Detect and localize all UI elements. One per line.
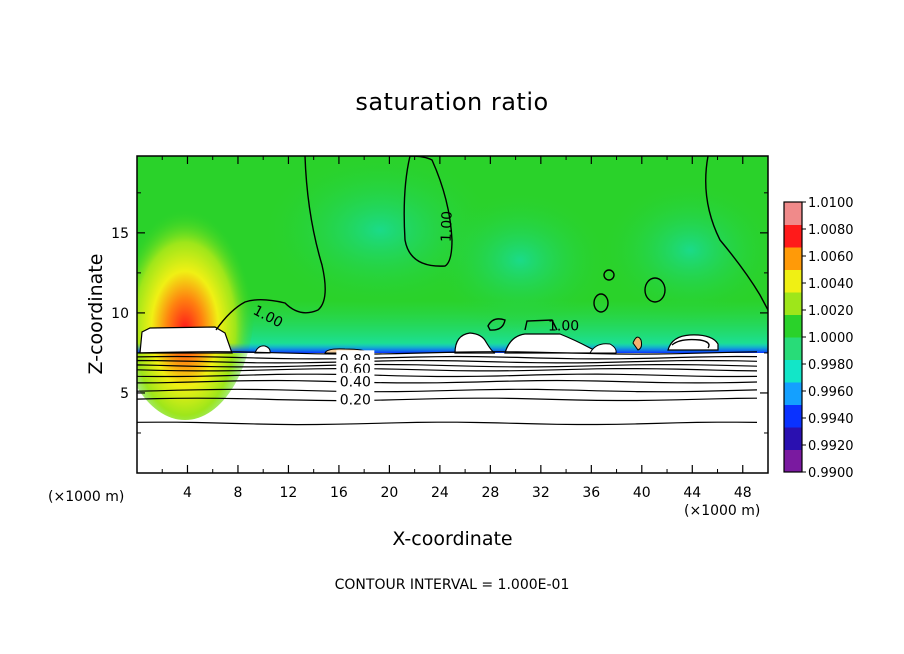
y-tick-label: 10 [111,306,129,322]
x-tick-label: 40 [633,485,651,501]
contour-interval-note: CONTOUR INTERVAL = 1.000E-01 [334,577,570,593]
x-tick-label: 24 [431,485,449,501]
colorbar-swatch [784,427,802,450]
x-tick-label: 20 [380,485,398,501]
colorbar-swatch [784,404,802,428]
contour-lines-1.00 [215,156,768,349]
colorbar-label: 1.0060 [808,250,854,265]
colorbar-label: 1.0000 [808,331,854,346]
colorbar-label: 1.0040 [808,277,854,292]
x-unit-label-right: (×1000 m) [684,503,761,519]
x-axis: 4 8 12 16 20 24 28 32 36 40 44 48 [161,156,752,501]
contour-labels: 1.001.001.000.800.600.400.20 [250,211,579,409]
stratified-contour-line [137,351,758,355]
contour-label-mask [336,390,375,407]
colorbar-label: 1.0100 [808,196,854,211]
x-tick-label: 44 [683,485,701,501]
y-tick-label: 15 [111,226,129,242]
stratified-contours [137,351,758,426]
x-axis-label: X-coordinate [392,528,513,550]
dry-edge-band [137,343,768,353]
x-tick-label: 32 [532,485,550,501]
x-tick-label: 12 [280,485,298,501]
colorbar-label: 1.0080 [808,223,854,238]
stratified-contour-line [137,373,758,378]
colorbar: 1.0100 1.0080 1.0060 1.0040 1.0020 1.0000 0.99… [783,196,854,481]
colorbar-label: 0.9920 [808,439,854,454]
cloud-region [139,326,233,354]
cloud-region [454,332,496,354]
colorbar-swatch [784,269,802,293]
stratified-contour-line [137,421,758,426]
plot-frame [136,155,769,474]
stratified-contour-line [137,368,758,372]
y-axis: 5 10 15 [111,192,768,434]
x-tick-label: 4 [183,485,192,501]
x-unit-label-left: (×1000 m) [48,489,125,505]
cyan-patch [600,180,768,320]
colorbar-swatch [784,292,802,315]
contour-label-mask [336,359,375,376]
colorbar-label: 0.9980 [808,358,854,373]
colorbar-label: 1.0020 [808,304,854,319]
heatmap-field [137,156,768,473]
cyan-patch [430,190,610,330]
colorbar-swatch [784,359,802,383]
x-tick-label: 16 [330,485,348,501]
colorbar-swatch [784,224,802,248]
contour-label: 0.40 [340,375,371,391]
cloud-region [667,334,719,351]
colorbar-swatch [784,337,802,360]
chart-title: saturation ratio [355,88,549,116]
cloud-region [589,343,617,354]
x-tick-label: 8 [233,485,242,501]
cloud-region [632,336,643,351]
colorbar-label: 0.9960 [808,385,854,400]
contour-label: 1.00 [548,319,579,335]
contour-label: 0.20 [340,392,371,408]
contour-label: 1.00 [439,211,456,243]
stratified-contour-line [137,359,758,364]
colorbar-swatch [784,202,802,225]
x-tick-label: 48 [734,485,752,501]
colorbar-swatch [784,449,802,473]
cloud-region [254,345,271,354]
colorbar-swatch [784,314,802,338]
stratified-contour-line [137,397,758,402]
stratified-contour-line [137,388,758,393]
stratified-contour-line [137,363,758,368]
x-tick-label: 28 [481,485,499,501]
y-axis-label: Z-coordinate [85,253,107,375]
colorbar-swatch [784,247,802,270]
y-tick-label: 5 [120,386,129,402]
stratified-contour-line [137,355,758,360]
colorbar-label: 0.9900 [808,466,854,481]
stratified-contour-line [137,379,758,384]
x-tick-label: 36 [582,485,600,501]
colorbar-swatch [784,382,802,405]
supersaturation-plume [137,180,255,420]
contour-label-mask [336,372,375,389]
cloud-region [504,333,601,354]
colorbar-label: 0.9940 [808,412,854,427]
